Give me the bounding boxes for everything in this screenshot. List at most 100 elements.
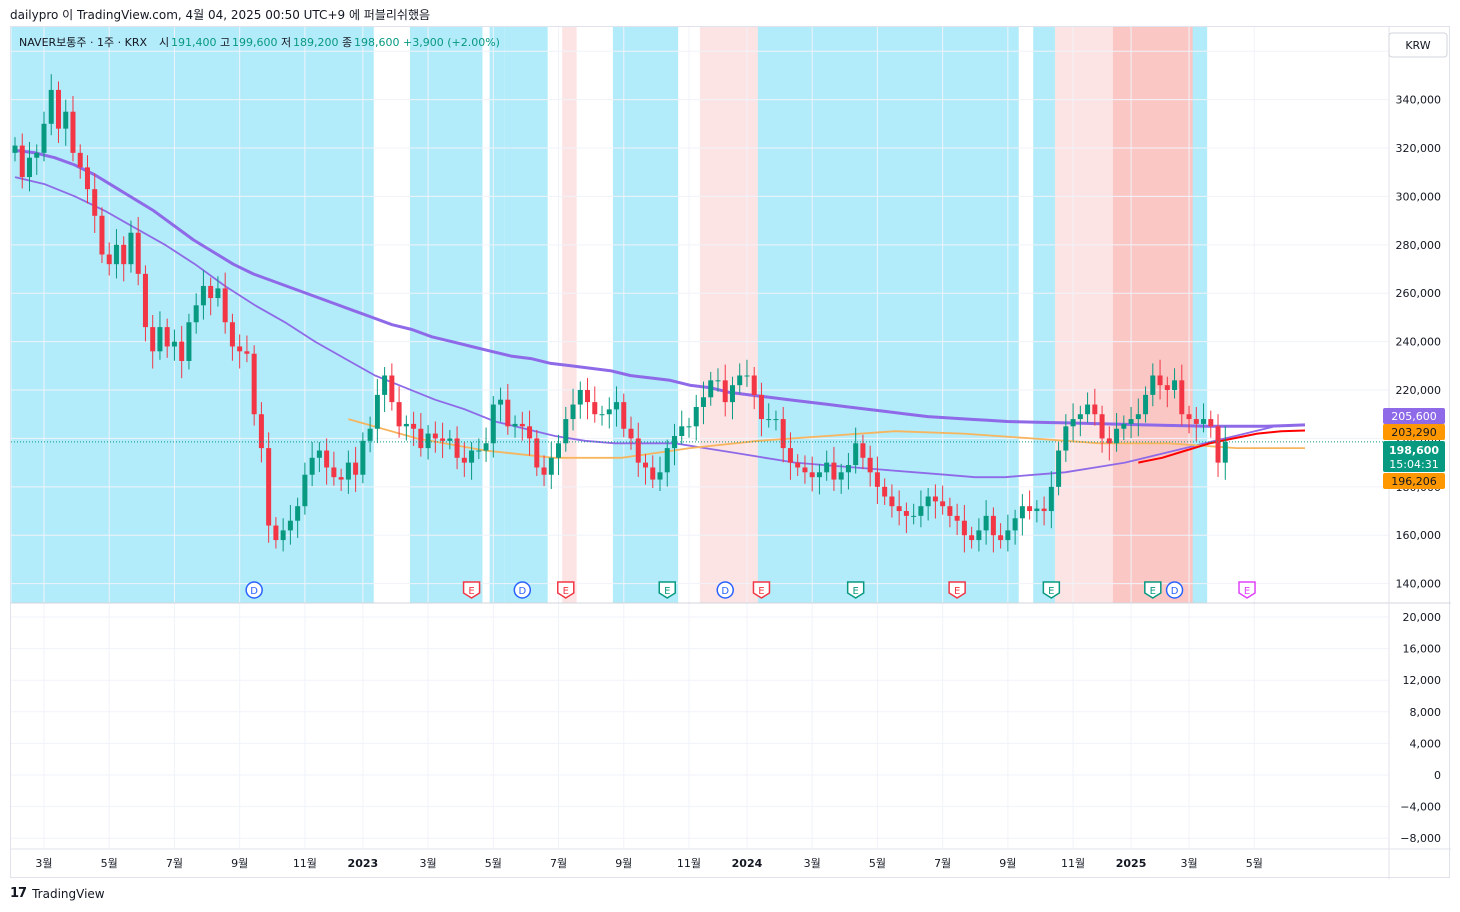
candle-up[interactable] <box>766 419 772 421</box>
candle-up[interactable] <box>280 530 286 541</box>
candle-up[interactable] <box>1201 419 1207 424</box>
candle-up[interactable] <box>469 450 475 463</box>
candle-up[interactable] <box>679 426 685 437</box>
candle-down[interactable] <box>505 399 511 427</box>
candle-down[interactable] <box>519 423 525 427</box>
candle-up[interactable] <box>1150 375 1156 395</box>
candle-up[interactable] <box>1128 419 1134 424</box>
earnings-marker[interactable]: E <box>1238 581 1256 599</box>
candle-up[interactable] <box>686 426 692 428</box>
tradingview-logo[interactable]: 17 TradingView <box>10 886 105 901</box>
dividend-marker[interactable]: D <box>513 581 532 599</box>
candle-down[interactable] <box>222 288 228 323</box>
candle-down[interactable] <box>795 462 801 468</box>
candle-down[interactable] <box>324 450 330 468</box>
candle-up[interactable] <box>729 385 735 403</box>
candle-up[interactable] <box>360 440 366 475</box>
candle-down[interactable] <box>882 486 888 497</box>
candle-down[interactable] <box>1099 414 1105 439</box>
candle-up[interactable] <box>1172 380 1178 391</box>
candle-up[interactable] <box>171 341 177 347</box>
candle-down[interactable] <box>940 501 946 507</box>
earnings-marker[interactable]: E <box>1042 581 1061 599</box>
candle-up[interactable] <box>845 465 851 473</box>
earnings-marker[interactable]: E <box>846 581 865 599</box>
candle-up[interactable] <box>1121 423 1127 429</box>
candle-up[interactable] <box>490 404 496 444</box>
candle-down[interactable] <box>353 462 359 475</box>
candle-down[interactable] <box>896 506 902 512</box>
candle-down[interactable] <box>802 467 808 473</box>
candle-up[interactable] <box>925 496 931 507</box>
candle-up[interactable] <box>911 515 917 517</box>
candle-down[interactable] <box>1157 375 1163 386</box>
candle-down[interactable] <box>751 375 757 395</box>
candle-up[interactable] <box>976 530 982 541</box>
candle-up[interactable] <box>577 390 583 405</box>
earnings-marker[interactable]: E <box>948 581 966 599</box>
candle-up[interactable] <box>548 457 554 475</box>
candle-down[interactable] <box>860 443 866 458</box>
candle-up[interactable] <box>1077 414 1083 420</box>
candle-down[interactable] <box>396 402 402 427</box>
candle-down[interactable] <box>338 477 344 480</box>
candle-up[interactable] <box>367 428 373 441</box>
candle-down[interactable] <box>454 438 460 458</box>
candle-down[interactable] <box>84 167 90 190</box>
candle-up[interactable] <box>693 406 699 427</box>
candle-down[interactable] <box>903 511 909 516</box>
candle-up[interactable] <box>41 123 47 153</box>
candle-up[interactable] <box>476 450 482 452</box>
candle-up[interactable] <box>1056 450 1062 487</box>
candle-down[interactable] <box>628 428 634 439</box>
candle-down[interactable] <box>961 520 967 536</box>
candle-down[interactable] <box>331 467 337 478</box>
candle-down[interactable] <box>650 467 656 480</box>
candle-up[interactable] <box>1048 486 1054 512</box>
candle-down[interactable] <box>92 189 98 216</box>
candle-up[interactable] <box>12 145 18 153</box>
candle-down[interactable] <box>874 472 880 487</box>
candle-down[interactable] <box>1041 508 1047 512</box>
candle-down[interactable] <box>135 232 141 274</box>
candle-up[interactable] <box>708 380 714 398</box>
candle-down[interactable] <box>55 89 61 129</box>
candle-down[interactable] <box>1186 414 1192 420</box>
candle-up[interactable] <box>425 433 431 449</box>
candle-down[interactable] <box>77 152 83 168</box>
candle-up[interactable] <box>1012 518 1018 531</box>
dividend-marker[interactable]: D <box>1165 581 1184 599</box>
candle-down[interactable] <box>585 390 591 403</box>
candle-up[interactable] <box>737 375 743 386</box>
candle-down[interactable] <box>121 244 127 265</box>
candle-down[interactable] <box>70 111 76 153</box>
candle-down[interactable] <box>1179 380 1185 415</box>
candle-down[interactable] <box>1164 385 1170 391</box>
candle-up[interactable] <box>824 462 830 473</box>
candle-up[interactable] <box>302 474 308 507</box>
candle-down[interactable] <box>592 402 598 415</box>
candle-up[interactable] <box>498 399 504 405</box>
candle-up[interactable] <box>1085 404 1091 415</box>
candle-up[interactable] <box>316 450 322 458</box>
dividend-marker[interactable]: D <box>716 581 734 599</box>
candle-up[interactable] <box>1135 414 1141 420</box>
candle-up[interactable] <box>606 409 612 415</box>
candle-down[interactable] <box>237 346 243 352</box>
candle-down[interactable] <box>787 448 793 463</box>
candle-up[interactable] <box>48 89 54 124</box>
candle-up[interactable] <box>744 375 750 377</box>
candle-up[interactable] <box>1034 508 1040 512</box>
candle-down[interactable] <box>258 414 264 449</box>
candle-down[interactable] <box>229 322 235 347</box>
candle-down[interactable] <box>1208 419 1214 427</box>
candle-up[interactable] <box>1019 506 1025 519</box>
candle-up[interactable] <box>512 423 518 427</box>
candle-up[interactable] <box>1070 419 1076 427</box>
candle-down[interactable] <box>947 506 953 516</box>
currency-button[interactable]: KRW <box>1388 32 1448 58</box>
candle-down[interactable] <box>179 341 185 361</box>
candle-up[interactable] <box>295 506 301 521</box>
candle-down[interactable] <box>969 535 975 541</box>
